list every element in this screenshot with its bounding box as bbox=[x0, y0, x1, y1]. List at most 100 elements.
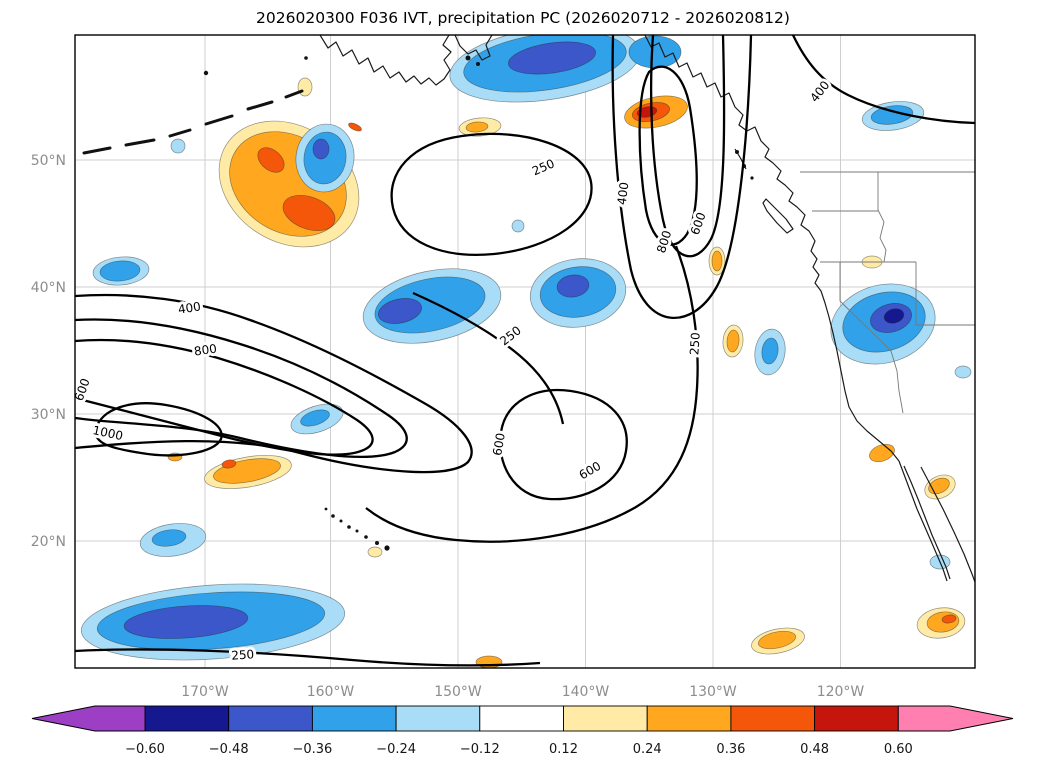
colorbar-segment bbox=[144, 705, 230, 732]
coastline-path bbox=[920, 466, 975, 583]
lat-tick-label: 20°N bbox=[31, 534, 66, 550]
island bbox=[203, 70, 209, 76]
colorbar-segment bbox=[228, 705, 313, 732]
ivt-contour-400 bbox=[791, 35, 975, 125]
ivt-contour-600 bbox=[499, 388, 628, 501]
lat-tick-label: 30°N bbox=[31, 407, 66, 423]
contour-label: 600 bbox=[688, 210, 709, 236]
colorbar-tick-label: 0.60 bbox=[884, 742, 913, 757]
lon-tick-label: 160°W bbox=[307, 684, 355, 700]
colorbar-tick-label: −0.24 bbox=[376, 742, 416, 757]
aleutian-island-chain bbox=[82, 146, 112, 155]
island bbox=[331, 514, 335, 518]
anomaly-region bbox=[954, 365, 972, 379]
colorbar-segment bbox=[730, 705, 816, 732]
anomaly-region bbox=[556, 274, 590, 298]
contour-label: 250 bbox=[687, 332, 703, 356]
island bbox=[355, 529, 359, 533]
ivt-contour-400 bbox=[611, 35, 753, 320]
island bbox=[465, 55, 471, 61]
anomaly-region bbox=[312, 138, 330, 160]
aleutian-island-chain bbox=[168, 128, 192, 138]
anomaly-region bbox=[465, 121, 489, 133]
anomaly-region bbox=[928, 477, 950, 495]
ivt-contour-250 bbox=[365, 245, 699, 543]
colorbar-segment bbox=[311, 705, 397, 732]
colorbar-segment bbox=[814, 705, 899, 732]
colorbar-segment bbox=[395, 705, 481, 732]
colorbar-segment bbox=[646, 705, 732, 732]
axis-tick-labels: 170°W 160°W 150°W 140°W 130°W 120°W 50°N 40°N 30… bbox=[31, 153, 865, 700]
contour-label: 1000 bbox=[91, 423, 124, 443]
coastlines bbox=[82, 35, 975, 583]
coastline-path bbox=[454, 35, 493, 61]
ivt-contour-800 bbox=[75, 338, 374, 456]
aleutian-island-chain bbox=[204, 114, 234, 126]
colorbar: −0.60 −0.48 −0.36 −0.24 −0.12 0.12 0.24 0.36 0.4… bbox=[31, 705, 1014, 757]
colorbar-tick-label: 0.12 bbox=[549, 742, 578, 757]
lon-tick-label: 170°W bbox=[181, 684, 229, 700]
contour-label: 600 bbox=[490, 432, 508, 457]
anomaly-shading bbox=[80, 35, 972, 668]
figure-title: 2026020300 F036 IVT, precipitation PC (2… bbox=[256, 9, 790, 27]
colorbar-tick-label: 0.48 bbox=[800, 742, 829, 757]
contour-label: 400 bbox=[615, 181, 632, 205]
island bbox=[750, 176, 754, 180]
colorbar-tick-label: −0.12 bbox=[460, 742, 500, 757]
island bbox=[384, 545, 390, 551]
colorbar-tick-label: −0.48 bbox=[209, 742, 249, 757]
ivt-contour-1000 bbox=[94, 402, 223, 457]
lon-tick-label: 150°W bbox=[434, 684, 482, 700]
state-border-path bbox=[877, 172, 887, 263]
island bbox=[476, 62, 480, 66]
anomaly-region bbox=[151, 529, 187, 547]
contour-label: 800 bbox=[193, 342, 218, 359]
colorbar-segment bbox=[563, 705, 648, 732]
ivt-contour-250 bbox=[75, 648, 541, 667]
contour-label-layer: 2504008006004002502506006004008006001000… bbox=[75, 75, 835, 666]
aleutian-island-chain bbox=[284, 89, 304, 99]
anomaly-region bbox=[348, 122, 362, 132]
anomaly-region bbox=[883, 308, 905, 324]
ivt-contour-250 bbox=[412, 291, 565, 425]
anomaly-region bbox=[170, 138, 186, 154]
anomaly-region bbox=[761, 337, 779, 365]
colorbar-tick-label: 0.36 bbox=[716, 742, 745, 757]
ivt-contour-800 bbox=[638, 65, 698, 246]
contour-label: 800 bbox=[654, 229, 674, 255]
anomaly-region bbox=[870, 105, 914, 125]
ivt-contour-400 bbox=[75, 293, 473, 474]
aleutian-island-chain bbox=[124, 138, 156, 147]
coastline-path bbox=[762, 198, 794, 234]
island bbox=[339, 519, 343, 523]
coastline-path bbox=[319, 35, 452, 86]
lon-tick-label: 140°W bbox=[562, 684, 610, 700]
colorbar-tick-label: −0.36 bbox=[292, 742, 332, 757]
anomaly-region bbox=[367, 546, 383, 558]
plot-border bbox=[74, 34, 976, 669]
island bbox=[304, 56, 308, 60]
colorbar-left-arrow bbox=[31, 705, 146, 732]
contour-label: 600 bbox=[577, 459, 604, 483]
anomaly-region bbox=[628, 35, 682, 69]
contour-label: 250 bbox=[497, 323, 524, 348]
anomaly-region bbox=[941, 614, 957, 624]
aleutian-island-chain bbox=[246, 100, 274, 111]
anomaly-region bbox=[300, 409, 330, 427]
contour-label: 400 bbox=[177, 299, 202, 316]
ivt-contour-600 bbox=[649, 35, 726, 258]
anomaly-region bbox=[221, 459, 237, 469]
lat-tick-label: 50°N bbox=[31, 153, 66, 169]
coastline-path bbox=[898, 460, 948, 582]
anomaly-region bbox=[757, 630, 797, 650]
anomaly-region bbox=[726, 329, 740, 353]
anomaly-region bbox=[282, 195, 336, 231]
island bbox=[375, 541, 379, 545]
island bbox=[735, 150, 739, 154]
island bbox=[324, 507, 328, 511]
contour-label: 250 bbox=[231, 647, 255, 663]
anomaly-region bbox=[377, 298, 423, 324]
coastline-path bbox=[644, 35, 900, 462]
